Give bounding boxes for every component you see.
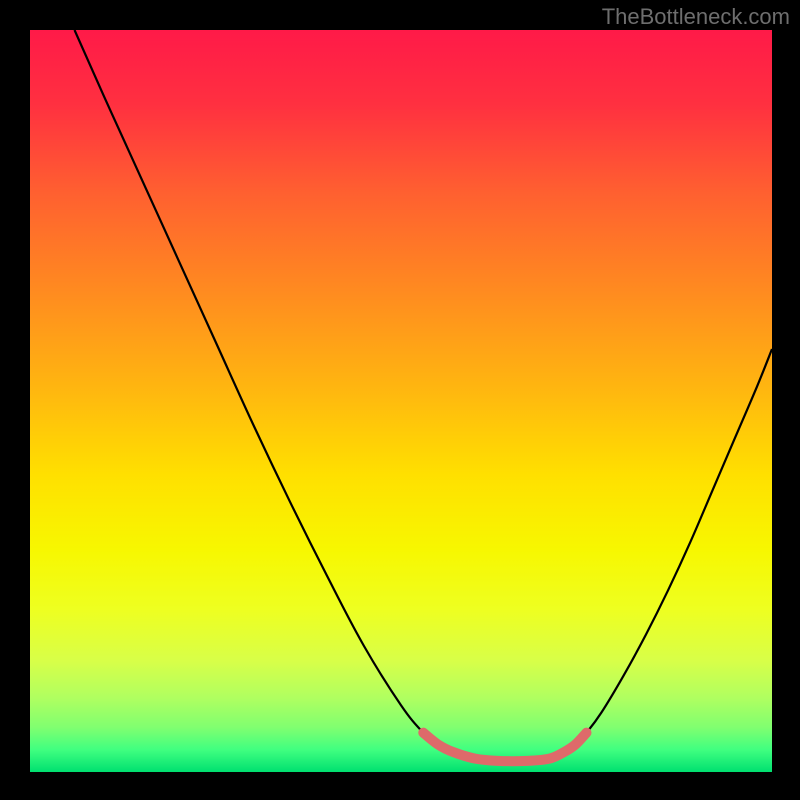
flat-segment-highlight — [423, 733, 586, 761]
watermark-text: TheBottleneck.com — [602, 4, 790, 30]
chart-container: TheBottleneck.com — [0, 0, 800, 800]
main-curve — [75, 30, 772, 761]
plot-area — [30, 30, 772, 772]
curve-layer — [30, 30, 772, 772]
